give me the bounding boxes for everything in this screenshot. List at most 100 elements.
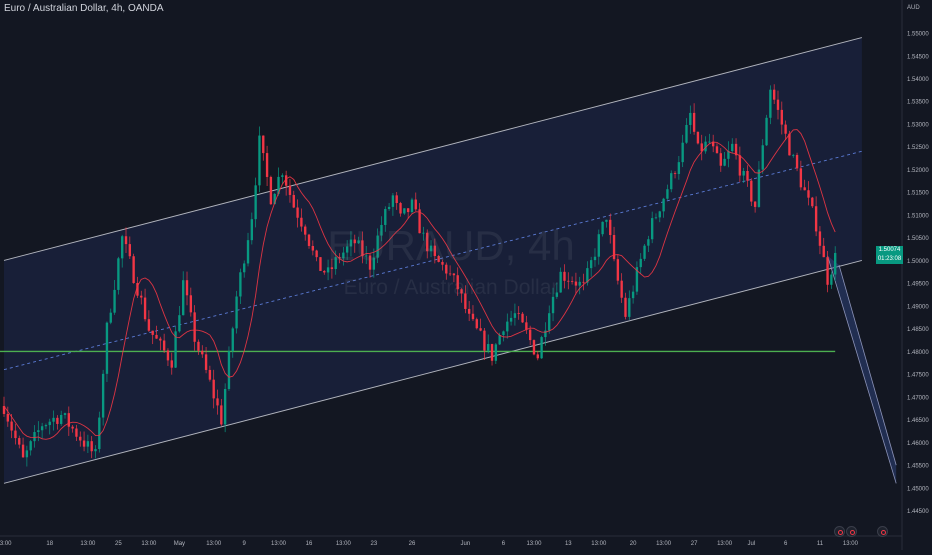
candle[interactable] [666,189,669,199]
candle[interactable] [136,283,139,296]
candle[interactable] [467,308,471,314]
candle[interactable] [784,124,787,134]
candle[interactable] [685,124,688,143]
candle[interactable] [265,153,269,177]
candle[interactable] [361,240,364,257]
candle[interactable] [525,322,528,330]
price-axis[interactable] [902,0,932,550]
candle[interactable] [2,406,6,414]
candle[interactable] [223,388,227,425]
candle[interactable] [487,344,490,351]
candle[interactable] [540,337,543,359]
candle[interactable] [105,322,109,374]
candle[interactable] [166,350,170,361]
candle[interactable] [311,245,315,251]
candle[interactable] [513,313,517,318]
candle[interactable] [117,258,120,290]
candle[interactable] [365,255,368,257]
candle[interactable] [273,193,276,205]
candle[interactable] [189,295,193,313]
candle[interactable] [723,158,726,166]
candle[interactable] [715,146,719,154]
candle[interactable] [376,235,379,258]
candle[interactable] [658,211,661,218]
candle[interactable] [536,354,539,359]
candle[interactable] [532,340,536,355]
candle[interactable] [483,330,486,351]
candle[interactable] [147,319,151,331]
candle[interactable] [696,131,700,144]
candle[interactable] [555,292,559,297]
candle[interactable] [33,432,36,442]
candle[interactable] [830,274,833,285]
candle[interactable] [52,417,55,422]
candle[interactable] [395,195,398,204]
candle[interactable] [498,335,501,345]
candle[interactable] [464,293,467,309]
candle[interactable] [71,426,74,429]
candle[interactable] [731,143,734,152]
candle[interactable] [56,417,59,424]
candle[interactable] [597,234,600,257]
candle[interactable] [204,354,208,370]
candle[interactable] [814,206,818,232]
candle[interactable] [197,341,200,351]
candle[interactable] [567,280,570,282]
candle[interactable] [528,329,532,341]
candle[interactable] [380,224,383,236]
candle[interactable] [746,170,749,181]
candle[interactable] [738,155,742,176]
candle[interactable] [182,280,185,316]
candle[interactable] [445,264,448,274]
candle[interactable] [170,360,173,368]
candle[interactable] [132,256,135,284]
candle[interactable] [753,201,757,207]
candle[interactable] [353,239,356,244]
candle[interactable] [399,203,402,214]
candle[interactable] [433,245,437,257]
candle[interactable] [437,256,440,262]
candle[interactable] [349,239,353,247]
candle[interactable] [761,145,764,170]
candle[interactable] [296,207,299,218]
candle[interactable] [551,296,555,314]
candle[interactable] [406,208,410,213]
candle[interactable] [811,197,814,207]
candle[interactable] [586,268,589,283]
candle[interactable] [426,232,429,252]
candle[interactable] [21,444,25,458]
candle[interactable] [612,235,616,260]
candle[interactable] [471,313,475,320]
candle[interactable] [769,89,772,118]
candle[interactable] [48,421,51,426]
candle[interactable] [670,173,673,190]
candle[interactable] [384,209,387,225]
candle[interactable] [635,267,639,292]
candle[interactable] [60,414,63,424]
candle[interactable] [689,112,692,125]
candle[interactable] [509,317,513,322]
candle[interactable] [719,153,722,166]
candle[interactable] [818,231,822,246]
candle[interactable] [269,176,273,205]
candle[interactable] [75,428,78,437]
alert-icon[interactable] [834,526,845,537]
candle[interactable] [338,257,341,259]
candle[interactable] [772,89,776,100]
candle[interactable] [201,350,204,355]
candle[interactable] [601,221,604,235]
candle[interactable] [155,334,158,339]
candle[interactable] [700,143,703,152]
candle[interactable] [227,351,231,389]
candle[interactable] [101,373,105,418]
candle[interactable] [391,195,395,207]
candle[interactable] [570,281,574,282]
candle[interactable] [67,413,70,427]
candle[interactable] [788,133,791,156]
candle[interactable] [822,245,825,258]
candle[interactable] [578,281,581,286]
candle[interactable] [334,257,337,270]
candle[interactable] [82,440,86,447]
candle[interactable] [330,267,334,270]
